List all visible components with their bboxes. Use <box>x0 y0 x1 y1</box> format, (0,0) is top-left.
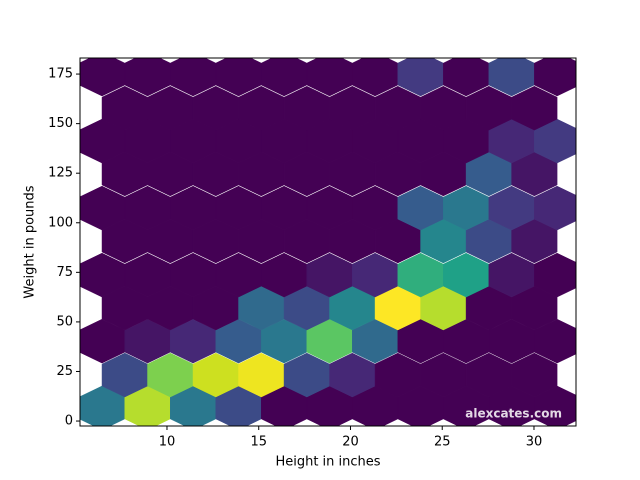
hex-bin <box>534 185 576 231</box>
y-tick-label: 125 <box>48 166 73 181</box>
y-axis-label: Weight in pounds <box>23 185 38 298</box>
x-axis-label: Height in inches <box>275 455 380 470</box>
y-tick-label: 100 <box>48 215 73 230</box>
plot-frame <box>79 57 577 427</box>
y-tick-label: 75 <box>56 265 73 280</box>
y-tick-label: 50 <box>56 314 73 329</box>
x-tick-label: 20 <box>342 435 359 450</box>
y-tick-label: 25 <box>56 364 73 379</box>
x-tick-label: 10 <box>159 435 176 450</box>
x-tick-label: 30 <box>526 435 543 450</box>
hex-bin <box>511 352 558 398</box>
y-tick-label: 175 <box>48 67 73 82</box>
hex-bin <box>534 58 576 97</box>
y-tick-label: 0 <box>65 414 73 429</box>
x-tick-label: 25 <box>434 435 451 450</box>
hex-bin <box>534 252 576 298</box>
watermark: alexcates.com <box>465 407 562 421</box>
x-tick-label: 15 <box>250 435 267 450</box>
y-tick-label: 150 <box>48 116 73 131</box>
hex-layer <box>80 58 576 426</box>
hex-bin <box>511 85 558 131</box>
